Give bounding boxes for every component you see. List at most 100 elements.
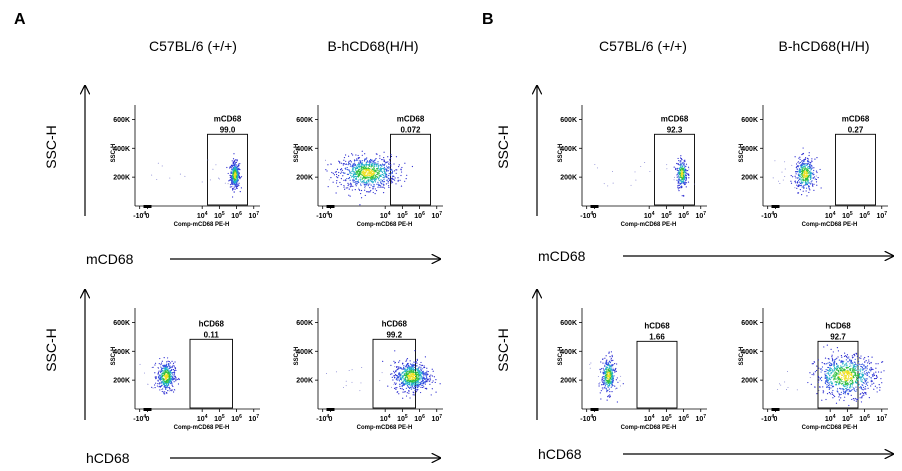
event-point	[603, 370, 606, 372]
event-point	[351, 369, 353, 371]
x-label-b-top: mCD68	[538, 248, 586, 264]
event-point	[862, 392, 864, 395]
gate-percentage: 99.2	[386, 330, 402, 339]
event-point	[330, 163, 332, 165]
event-point	[810, 172, 812, 174]
event-point	[160, 371, 162, 373]
event-point	[849, 380, 852, 382]
event-point	[804, 163, 806, 165]
event-point	[406, 365, 408, 367]
event-point	[172, 391, 175, 393]
event-point	[809, 376, 811, 378]
event-point	[326, 373, 327, 374]
event-point	[424, 383, 426, 385]
event-point	[864, 388, 866, 390]
event-point	[155, 382, 157, 384]
event-point	[872, 375, 874, 377]
event-point	[369, 191, 371, 193]
x-tick-label: 105	[214, 211, 225, 220]
event-point	[240, 187, 242, 189]
event-point	[395, 388, 397, 390]
event-point	[351, 381, 353, 383]
event-point	[352, 165, 354, 167]
event-point	[414, 362, 417, 364]
event-point	[854, 368, 856, 370]
event-point	[162, 381, 165, 383]
event-point	[682, 162, 684, 164]
event-point	[842, 388, 845, 390]
event-point	[355, 185, 357, 187]
event-point	[816, 171, 818, 174]
event-point	[683, 163, 685, 165]
event-point	[371, 177, 373, 180]
event-point	[604, 377, 606, 379]
event-point	[166, 380, 169, 382]
event-point	[233, 160, 235, 162]
event-point	[833, 369, 835, 371]
event-point	[821, 366, 824, 368]
event-point	[235, 169, 238, 171]
event-point	[851, 376, 853, 378]
event-point	[332, 172, 334, 174]
event-point	[826, 380, 828, 382]
event-point	[165, 364, 167, 366]
event-point	[411, 385, 414, 387]
event-point	[607, 185, 609, 187]
event-point	[374, 171, 376, 173]
event-point	[880, 371, 882, 373]
event-point	[598, 385, 600, 387]
event-point	[377, 181, 379, 183]
event-point	[822, 392, 824, 394]
event-point	[681, 165, 683, 167]
event-point	[359, 390, 361, 392]
y-tick-label: 600K	[113, 117, 130, 124]
event-point	[361, 173, 363, 175]
event-point	[232, 167, 234, 169]
event-point	[234, 171, 236, 173]
event-point	[811, 184, 814, 186]
event-point	[164, 391, 166, 393]
event-point	[403, 382, 405, 384]
event-point	[373, 168, 375, 170]
x-tick-label: 0	[774, 416, 778, 423]
event-point	[833, 363, 835, 366]
event-point	[612, 384, 614, 387]
event-point	[417, 367, 420, 369]
event-point	[426, 374, 429, 376]
event-point	[356, 170, 358, 172]
event-point	[400, 185, 403, 187]
event-point	[607, 385, 610, 387]
x-tick-label: 104	[644, 414, 655, 423]
event-point	[784, 381, 786, 383]
y-label-b-bottom: SSC-H	[495, 328, 511, 372]
event-point	[165, 388, 167, 390]
event-point	[422, 377, 424, 379]
event-point	[345, 160, 347, 162]
event-point	[387, 163, 390, 165]
event-point	[166, 383, 168, 385]
event-point	[399, 384, 401, 386]
event-point	[421, 376, 423, 378]
event-point	[833, 378, 835, 380]
event-point	[335, 371, 337, 373]
event-point	[387, 174, 389, 177]
event-point	[832, 371, 834, 373]
event-point	[848, 404, 850, 407]
event-point	[678, 173, 680, 175]
event-point	[801, 160, 803, 162]
event-point	[829, 363, 831, 366]
x-tick-label: 104	[380, 414, 391, 423]
event-point	[165, 386, 167, 388]
event-point	[682, 164, 684, 166]
event-point	[162, 369, 164, 371]
event-point	[828, 391, 831, 394]
event-point	[404, 375, 407, 377]
event-point	[369, 187, 371, 189]
event-point	[825, 377, 827, 379]
event-point	[802, 160, 804, 162]
event-point	[383, 187, 386, 189]
event-point	[856, 398, 859, 401]
event-point	[854, 397, 856, 400]
event-point	[394, 177, 396, 179]
